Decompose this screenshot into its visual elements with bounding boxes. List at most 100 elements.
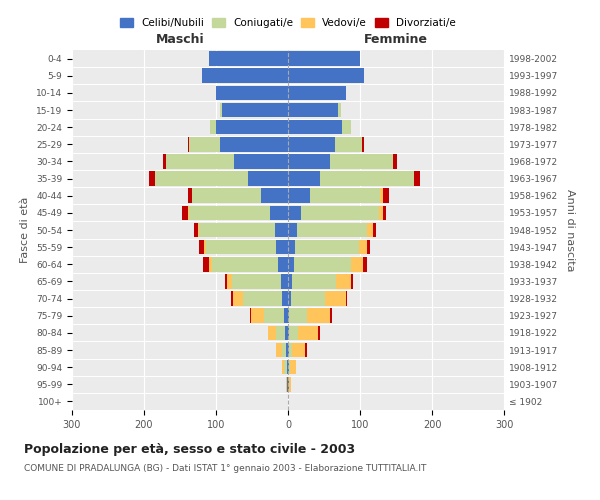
Bar <box>288 172 320 186</box>
Bar <box>288 222 296 238</box>
Bar <box>288 52 360 66</box>
Bar <box>352 274 353 288</box>
Text: Maschi: Maschi <box>155 34 205 46</box>
Bar <box>287 377 288 392</box>
Bar <box>363 257 367 272</box>
Bar <box>287 360 288 374</box>
Bar <box>305 342 307 357</box>
Bar <box>298 326 318 340</box>
Bar <box>209 52 288 66</box>
Text: Popolazione per età, sesso e stato civile - 2003: Popolazione per età, sesso e stato civil… <box>24 442 355 456</box>
Bar <box>359 240 367 254</box>
Bar <box>222 102 288 118</box>
Bar <box>220 137 288 152</box>
Bar <box>190 206 270 220</box>
Bar <box>190 137 220 152</box>
Bar <box>335 137 362 152</box>
Bar <box>233 292 242 306</box>
Bar <box>199 240 204 254</box>
Bar <box>191 188 192 203</box>
Text: Femmine: Femmine <box>364 34 428 46</box>
Bar <box>295 240 359 254</box>
Bar <box>204 240 206 254</box>
Bar <box>284 360 287 374</box>
Bar <box>282 292 288 306</box>
Bar <box>286 377 287 392</box>
Bar <box>278 257 288 272</box>
Bar <box>234 154 288 168</box>
Bar <box>383 206 386 220</box>
Bar <box>335 274 352 288</box>
Bar <box>226 274 227 288</box>
Bar <box>288 154 330 168</box>
Bar <box>216 86 288 100</box>
Bar <box>264 308 284 323</box>
Bar <box>288 120 342 134</box>
Bar <box>198 222 199 238</box>
Bar <box>220 102 222 118</box>
Bar <box>270 206 288 220</box>
Bar <box>288 377 289 392</box>
Bar <box>182 206 188 220</box>
Bar <box>367 240 370 254</box>
Bar <box>380 188 383 203</box>
Bar <box>330 154 393 168</box>
Bar <box>248 172 288 186</box>
Bar <box>338 102 341 118</box>
Bar <box>277 326 285 340</box>
Bar <box>210 120 216 134</box>
Bar <box>342 120 350 134</box>
Bar <box>199 222 275 238</box>
Bar <box>282 360 284 374</box>
Bar <box>250 308 251 323</box>
Bar <box>288 326 289 340</box>
Bar <box>289 342 292 357</box>
Bar <box>288 308 289 323</box>
Bar <box>288 240 295 254</box>
Bar <box>277 342 282 357</box>
Bar <box>288 360 289 374</box>
Bar <box>288 206 301 220</box>
Bar <box>227 274 232 288</box>
Bar <box>288 188 310 203</box>
Bar <box>281 274 288 288</box>
Bar <box>331 308 332 323</box>
Bar <box>242 292 282 306</box>
Bar <box>414 172 420 186</box>
Bar <box>289 326 298 340</box>
Bar <box>202 68 288 83</box>
Bar <box>289 308 307 323</box>
Bar <box>310 188 380 203</box>
Bar <box>352 257 363 272</box>
Bar <box>209 120 210 134</box>
Bar <box>188 137 190 152</box>
Bar <box>251 308 264 323</box>
Bar <box>288 292 291 306</box>
Bar <box>268 326 277 340</box>
Bar <box>188 206 190 220</box>
Bar <box>288 86 346 100</box>
Bar <box>212 257 278 272</box>
Bar <box>282 342 286 357</box>
Bar <box>367 222 373 238</box>
Bar <box>166 154 234 168</box>
Bar <box>192 188 260 203</box>
Bar <box>231 292 233 306</box>
Bar <box>320 172 414 186</box>
Bar <box>206 240 277 254</box>
Bar <box>393 154 397 168</box>
Bar <box>288 137 335 152</box>
Bar <box>307 308 331 323</box>
Bar <box>194 222 198 238</box>
Bar <box>203 257 209 272</box>
Text: COMUNE DI PRADALUNGA (BG) - Dati ISTAT 1° gennaio 2003 - Elaborazione TUTTITALIA: COMUNE DI PRADALUNGA (BG) - Dati ISTAT 1… <box>24 464 427 473</box>
Bar <box>373 222 376 238</box>
Bar <box>379 206 383 220</box>
Bar <box>209 257 212 272</box>
Bar <box>292 274 335 288</box>
Bar <box>362 137 364 152</box>
Y-axis label: Fasce di età: Fasce di età <box>20 197 31 263</box>
Bar <box>289 377 291 392</box>
Bar <box>286 342 288 357</box>
Bar <box>383 188 389 203</box>
